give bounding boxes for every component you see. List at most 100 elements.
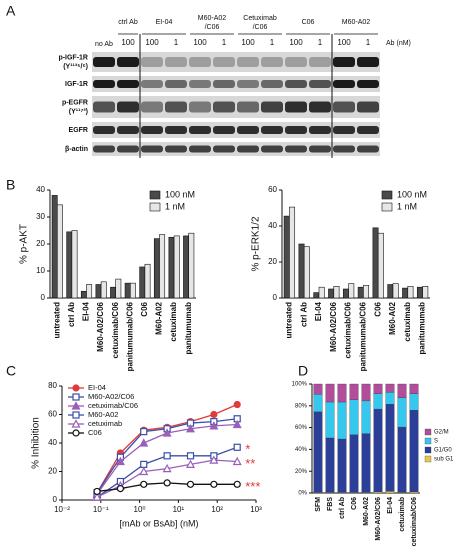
marker <box>186 452 195 460</box>
group-label: M60-A02 <box>342 19 371 26</box>
band <box>285 126 307 134</box>
x-tick-label: M60-A02/C06 <box>96 301 105 351</box>
legend-swatch <box>424 437 432 445</box>
legend-swatch <box>149 190 161 200</box>
bar <box>56 204 63 299</box>
x-tick-label: M60-A02 <box>363 497 370 526</box>
group-label: /C06 <box>205 24 220 31</box>
marker <box>209 421 219 430</box>
bar-segment <box>349 383 359 400</box>
marker <box>115 456 125 466</box>
band <box>333 80 355 88</box>
bar-segment <box>373 408 383 493</box>
x-tick-label: C06 <box>351 497 358 510</box>
x-tick-label: cetuximab <box>169 302 178 342</box>
band <box>285 57 307 67</box>
y-tick-label: 40 <box>36 185 45 194</box>
y-tick-label: 0% <box>298 491 307 497</box>
bar <box>51 195 58 299</box>
marker <box>93 487 101 496</box>
band <box>261 126 283 134</box>
bar-segment <box>349 434 359 493</box>
bar <box>95 284 102 299</box>
x-tick-label: ctrl Ab <box>339 497 346 519</box>
unit-label: Ab (nM) <box>386 40 411 47</box>
bar <box>144 263 151 299</box>
x-tick-label: M60-A02 <box>388 301 397 334</box>
band <box>189 145 211 153</box>
band <box>165 101 187 113</box>
bar-segment <box>385 491 395 494</box>
dose-label: 100 <box>289 38 303 47</box>
bar <box>86 284 93 299</box>
y-tick-label: 0 <box>53 495 58 504</box>
group-label: C06 <box>302 19 315 26</box>
x-tick-label: untreated <box>52 302 61 339</box>
bar-segment <box>409 383 419 394</box>
band <box>261 57 283 67</box>
band <box>213 126 235 134</box>
bar <box>303 246 310 299</box>
dose-label: 1 <box>222 38 227 47</box>
band <box>237 57 259 67</box>
band <box>261 145 283 153</box>
x-tick-label: C06 <box>373 301 382 316</box>
bar-segment <box>337 383 347 403</box>
legend-label: 1 nM <box>397 201 417 211</box>
band <box>213 80 235 88</box>
blot-strip <box>92 122 380 138</box>
x-tick-label: M60-A02 <box>155 301 164 334</box>
legend-swatch <box>424 455 432 463</box>
legend-label: sub G1 <box>434 457 454 463</box>
band <box>165 145 187 153</box>
band <box>309 57 331 67</box>
x-tick-label: 10⁻² <box>54 505 70 514</box>
marker <box>232 456 242 466</box>
y-tick-label: 20 <box>268 257 277 266</box>
x-tick-label: 10¹ <box>173 505 185 514</box>
x-axis-label: [mAb or BsAb] (nM) <box>119 518 198 528</box>
row-label: p-IGF-1R <box>58 54 88 61</box>
marker <box>233 480 241 488</box>
y-tick-label: 10 <box>36 266 45 275</box>
y-tick-label: 40 <box>48 438 57 447</box>
x-tick-label: panitumumab <box>418 302 427 355</box>
legend-swatch <box>381 190 393 200</box>
bar <box>153 238 160 299</box>
bar <box>283 215 290 299</box>
bar <box>130 282 136 299</box>
band <box>213 145 235 153</box>
annotation: ** <box>245 456 255 471</box>
y-axis-label: % p-ERK1/2 <box>251 216 262 271</box>
dose-label: 100 <box>145 38 159 47</box>
y-tick-label: 60 <box>268 185 277 194</box>
band <box>333 101 355 113</box>
y-tick-label: 20 <box>36 239 45 248</box>
legend-label: M60-A02 <box>88 410 118 419</box>
bar-segment <box>385 392 395 405</box>
band <box>165 80 187 88</box>
bar-segment <box>373 491 383 494</box>
marker <box>233 400 241 409</box>
y-tick-label: 100% <box>292 382 308 388</box>
x-tick-label: EI-04 <box>387 497 394 514</box>
marker <box>140 480 148 488</box>
bar-segment <box>313 394 323 412</box>
bar-segment <box>397 426 407 493</box>
bar <box>318 286 325 299</box>
bar <box>289 206 296 299</box>
y-axis-label: % p-AKT <box>19 224 30 264</box>
y-tick-label: 60% <box>295 425 308 431</box>
x-tick-label: untreated <box>285 302 294 339</box>
bar <box>416 286 423 299</box>
legend-label: G2/M <box>434 430 449 436</box>
band <box>237 80 259 88</box>
marker <box>116 485 124 493</box>
bar <box>328 288 335 299</box>
x-tick-label: M60-A02/C06 <box>375 497 382 541</box>
legend-swatch <box>381 202 393 212</box>
band <box>309 126 331 134</box>
x-tick-label: cetuximab/C06 <box>344 301 353 358</box>
dose-label: 1 <box>318 38 323 47</box>
y-tick-label: 20 <box>48 467 57 476</box>
